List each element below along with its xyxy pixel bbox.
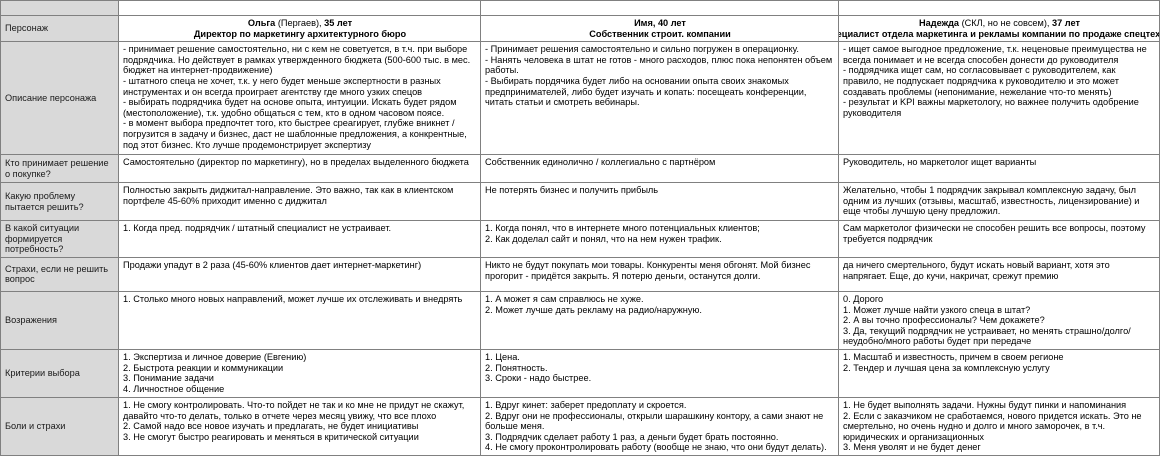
cell-olga: 1. Не смогу контролировать. Что-то пойде…: [118, 396, 481, 456]
table-row: Боли и страхи 1. Не смогу контролировать.…: [0, 396, 1160, 456]
cell-text: - Принимает решения самостоятельно и сил…: [485, 44, 833, 108]
row-label-cell: Критерии выбора: [0, 348, 119, 398]
row-label-cell: Боли и страхи: [0, 396, 119, 456]
header-label-persona: Персонаж: [0, 14, 119, 43]
cell-nadezhda: Сам маркетолог физически не способен реш…: [838, 220, 1160, 258]
persona-paren-olga: (Пергаев),: [275, 18, 325, 28]
persona-role-olga: Директор по маркетингу архитектурного бю…: [193, 28, 407, 39]
cell-olga: Самостоятельно (директор по маркетингу),…: [118, 154, 481, 184]
cell-text: Продажи упадут в 2 раза (45-60% клиентов…: [123, 259, 422, 270]
cell-imya: Не потерять бизнес и получить прибыль: [480, 182, 839, 222]
cell-text: - ищет самое выгодное предложение, т.к. …: [843, 44, 1147, 118]
persona-name-olga: Ольга: [247, 18, 276, 28]
cell-olga: 1. Столько много новых направлений, може…: [118, 290, 481, 350]
cell-text: Не потерять бизнес и получить прибыль: [485, 185, 659, 196]
row-label-cell: В какой ситуации формируется потребность…: [0, 220, 119, 258]
cell-nadezhda: 0. Дорого 1. Может лучше найти узкого сп…: [838, 290, 1160, 350]
cell-text: 1. Не будет выполнять задачи. Нужны буду…: [843, 399, 1142, 453]
persona-age-nadezhda: 37 лет: [1052, 18, 1080, 28]
table-row: Описание персонажа - принимает решение са…: [0, 41, 1160, 156]
table-spacer-row: [0, 0, 1160, 16]
cell-text: 1. Когда пред. подрядчик / штатный специ…: [123, 223, 392, 234]
cell-text: 1. А может я сам справлюсь не хуже. 2. М…: [485, 293, 702, 315]
cell-text: Самостоятельно (директор по маркетингу),…: [123, 157, 469, 168]
header-cell-olga: Ольга (Пергаев), 35 лет Директор по марк…: [118, 14, 481, 43]
persona-name-imya: Имя, 40 лет: [634, 18, 686, 28]
cell-text: 1. Масштаб и известность, причем в своем…: [843, 351, 1064, 373]
table-row: Страхи, если не решить вопрос Продажи упа…: [0, 256, 1160, 292]
table-row: Возражения 1. Столько много новых направл…: [0, 290, 1160, 350]
cell-text: Полностью закрыть диджитал-направление. …: [123, 185, 454, 206]
persona-age-olga: 35 лет: [324, 18, 353, 28]
cell-text: 1. Экспертиза и личное доверие (Евгению)…: [123, 351, 307, 394]
cell-text: 1. Столько много новых направлений, може…: [123, 293, 463, 304]
cell-nadezhda: Руководитель, но маркетолог ищет вариант…: [838, 154, 1160, 184]
persona-paren-nadezhda: (СКЛ, но не совсем),: [959, 18, 1053, 28]
cell-imya: Собственник единолично / коллегиально с …: [480, 154, 839, 184]
cell-imya: - Принимает решения самостоятельно и сил…: [480, 41, 839, 156]
cell-imya: 1. А может я сам справлюсь не хуже. 2. М…: [480, 290, 839, 350]
persona-role-nadezhda: Специалист отдела маркетинга и рекламы к…: [840, 28, 1159, 39]
cell-olga: - принимает решение самостоятельно, ни с…: [118, 41, 481, 156]
cell-nadezhda: 1. Не будет выполнять задачи. Нужны буду…: [838, 396, 1160, 456]
spacer-cell-nadezhda: [838, 0, 1160, 16]
cell-text: да ничего смертельного, будут искать нов…: [843, 259, 1110, 281]
cell-imya: 1. Вдруг кинет: заберет предоплату и скр…: [480, 396, 839, 456]
row-label-cell: Кто принимает решение о покупке?: [0, 154, 119, 184]
spacer-cell-imya: [480, 0, 839, 16]
row-label-cell: Описание персонажа: [0, 41, 119, 156]
cell-imya: Никто не будут покупать мои товары. Конк…: [480, 256, 839, 292]
spacer-label-cell: [0, 0, 119, 16]
cell-imya: 1. Цена. 2. Понятность. 3. Сроки - надо …: [480, 348, 839, 398]
table-row: Какую проблему пытается решить? Полностью…: [0, 182, 1160, 222]
cell-nadezhda: 1. Масштаб и известность, причем в своем…: [838, 348, 1160, 398]
cell-text: 1. Цена. 2. Понятность. 3. Сроки - надо …: [485, 351, 592, 384]
row-label-cell: Страхи, если не решить вопрос: [0, 256, 119, 292]
cell-imya: 1. Когда понял, что в интернете много по…: [480, 220, 839, 258]
cell-text: Сам маркетолог физически не способен реш…: [843, 223, 1146, 244]
persona-name-nadezhda: Надежда: [919, 18, 960, 28]
table-row: Кто принимает решение о покупке? Самостоя…: [0, 154, 1160, 184]
cell-nadezhda: Желательно, чтобы 1 подрядчик закрывал к…: [838, 182, 1160, 222]
cell-nadezhda: да ничего смертельного, будут искать нов…: [838, 256, 1160, 292]
cell-olga: 1. Экспертиза и личное доверие (Евгению)…: [118, 348, 481, 398]
cell-olga: Продажи упадут в 2 раза (45-60% клиентов…: [118, 256, 481, 292]
cell-text: Желательно, чтобы 1 подрядчик закрывал к…: [843, 185, 1140, 217]
cell-text: 1. Когда понял, что в интернете много по…: [485, 223, 760, 244]
cell-text: 1. Вдруг кинет: заберет предоплату и скр…: [485, 399, 827, 453]
spacer-cell-olga: [118, 0, 481, 16]
row-label-cell: Возражения: [0, 290, 119, 350]
persona-role-imya: Собственник строит. компании: [589, 28, 731, 39]
cell-olga: 1. Когда пред. подрядчик / штатный специ…: [118, 220, 481, 258]
header-cell-nadezhda: Надежда (СКЛ, но не совсем), 37 лет Спец…: [838, 14, 1160, 43]
cell-nadezhda: - ищет самое выгодное предложение, т.к. …: [838, 41, 1160, 156]
header-cell-imya: Имя, 40 лет Собственник строит. компании: [480, 14, 839, 43]
cell-text: - принимает решение самостоятельно, ни с…: [123, 44, 471, 150]
cell-text: 0. Дорого 1. Может лучше найти узкого сп…: [843, 293, 1131, 347]
table-row: В какой ситуации формируется потребность…: [0, 220, 1160, 258]
cell-text: Собственник единолично / коллегиально с …: [485, 157, 716, 168]
cell-text: Никто не будут покупать мои товары. Конк…: [485, 259, 811, 281]
row-label-cell: Какую проблему пытается решить?: [0, 182, 119, 222]
cell-text: 1. Не смогу контролировать. Что-то пойде…: [123, 399, 465, 442]
cell-text: Руководитель, но маркетолог ищет вариант…: [843, 157, 1037, 168]
table-row: Критерии выбора 1. Экспертиза и личное до…: [0, 348, 1160, 398]
table-header-row: Персонаж Ольга (Пергаев), 35 лет Директо…: [0, 14, 1160, 43]
cell-olga: Полностью закрыть диджитал-направление. …: [118, 182, 481, 222]
